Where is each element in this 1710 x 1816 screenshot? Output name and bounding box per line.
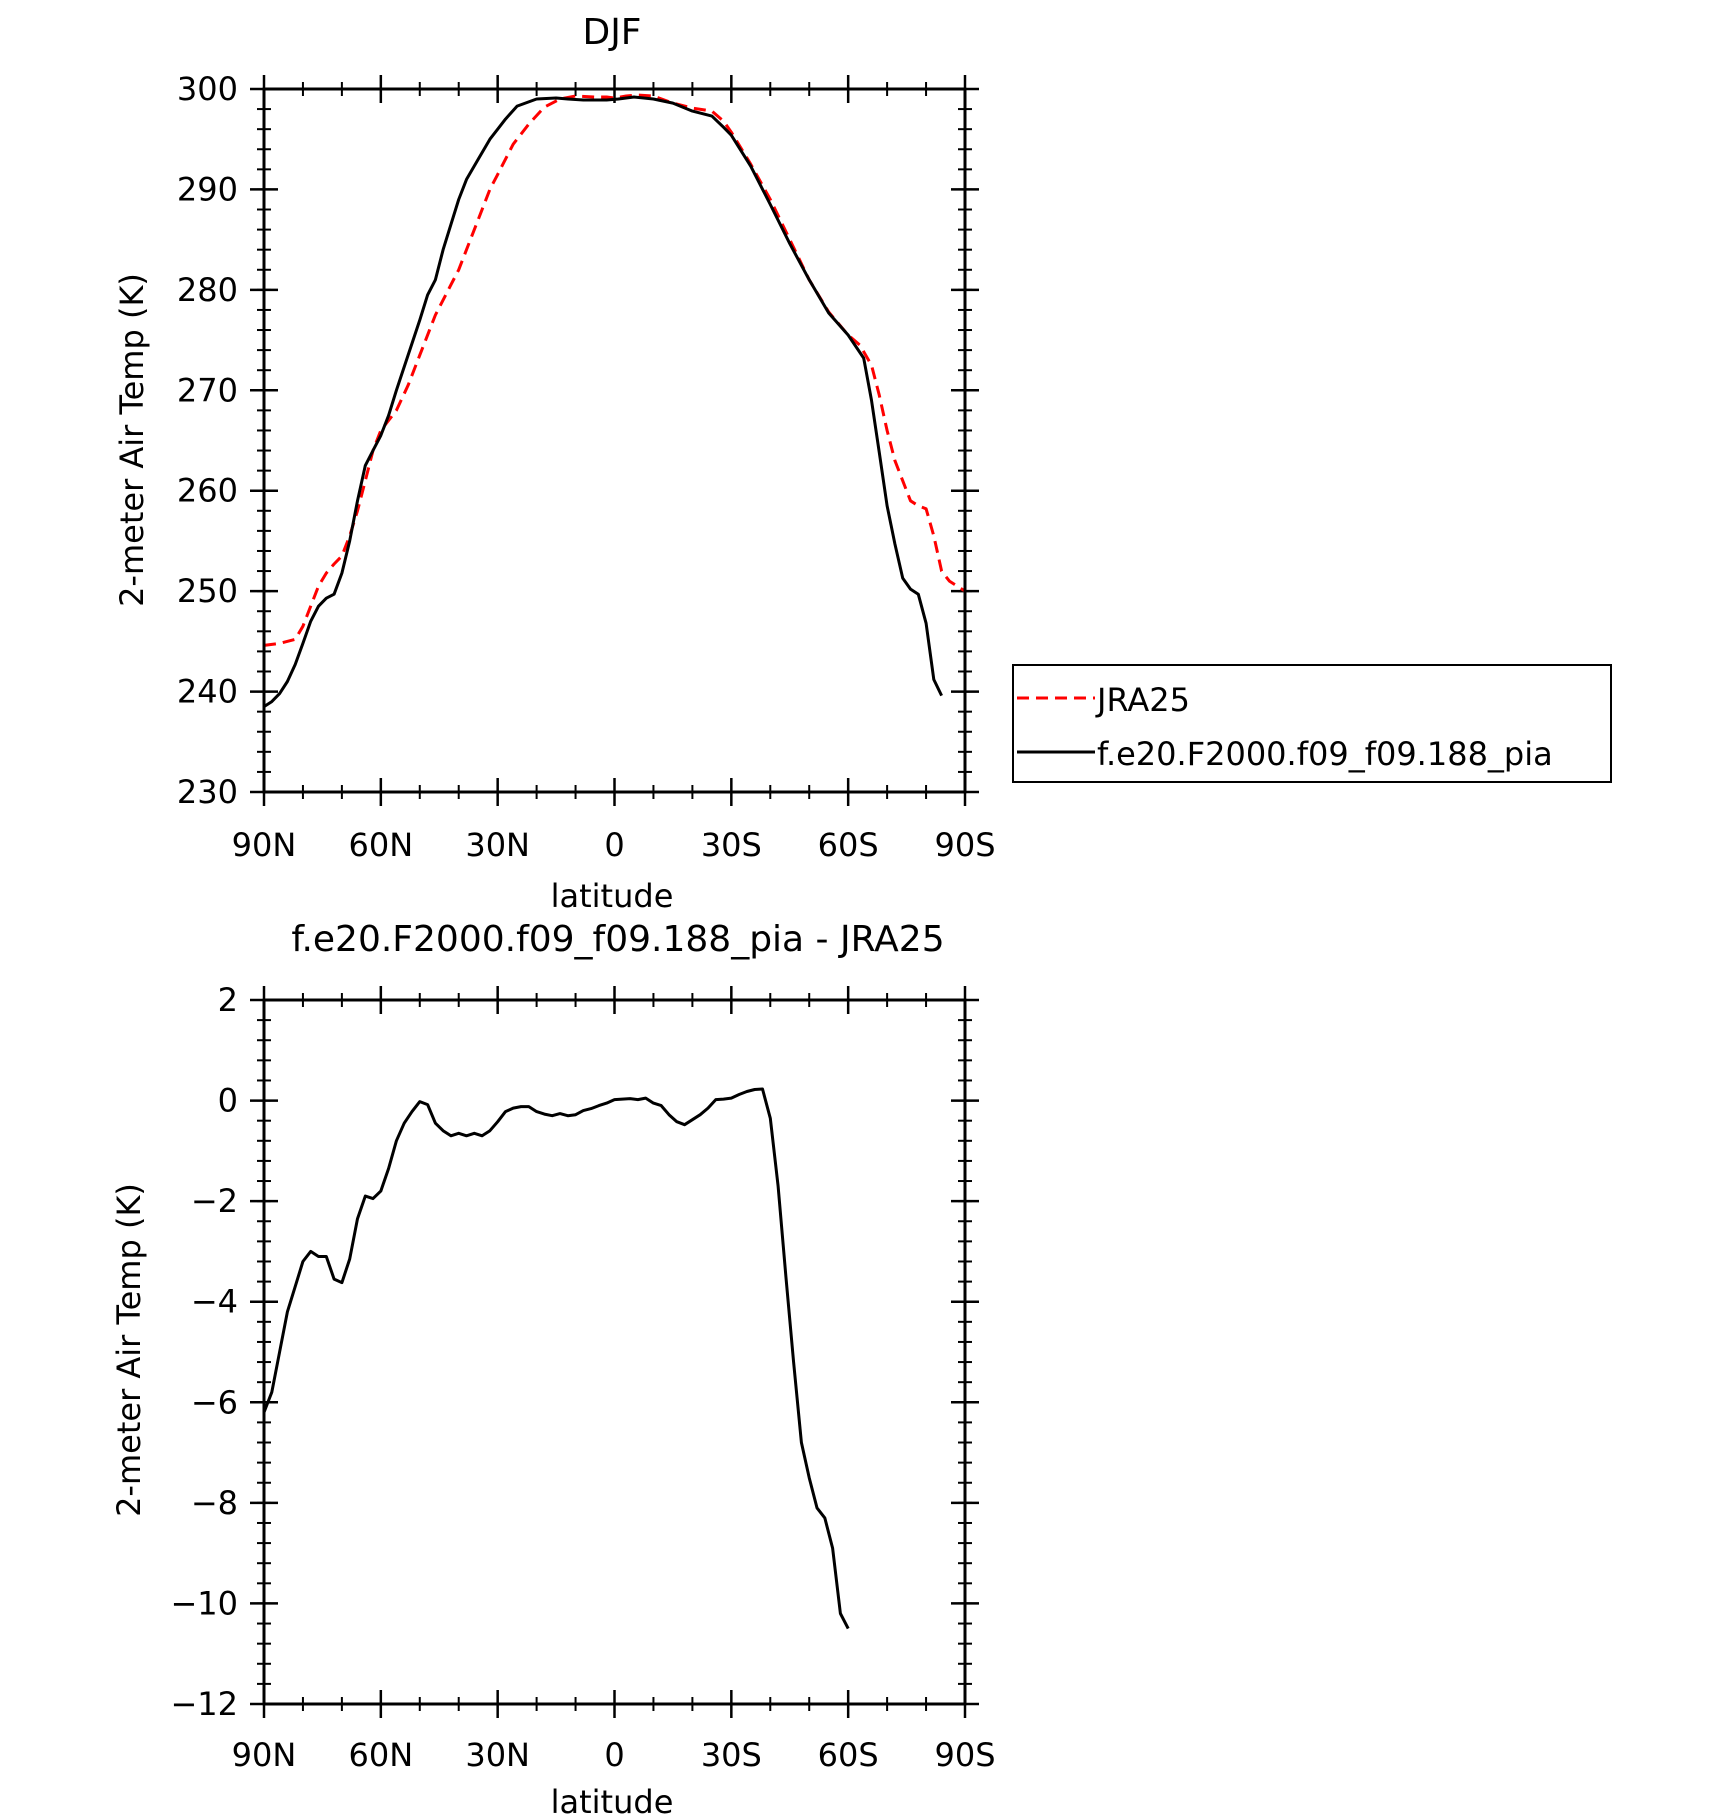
axis-ticks — [250, 75, 979, 806]
x-tick-label: 30N — [465, 1736, 530, 1774]
panel-title: DJF — [582, 12, 641, 53]
series-line-dashed — [263, 93, 966, 647]
series-lines — [263, 93, 966, 708]
y-axis-label: 2-meter Air Temp (K) — [110, 1183, 148, 1517]
panel-title: f.e20.F2000.f09_f09.188_pia - JRA25 — [291, 919, 944, 960]
difference-panel: f.e20.F2000.f09_f09.188_pia - JRA25 2-me… — [110, 919, 996, 1816]
y-tick-label: 230 — [177, 773, 238, 811]
y-tick-label: 250 — [177, 572, 238, 610]
x-tick-label: 90N — [232, 1736, 297, 1774]
x-tick-label: 90S — [934, 1736, 995, 1774]
y-tick-label: 270 — [177, 371, 238, 409]
y-tick-label: 0 — [218, 1082, 238, 1120]
series-lines — [262, 1087, 850, 1630]
y-tick-label: −2 — [191, 1182, 238, 1220]
y-tick-label: 240 — [177, 673, 238, 711]
legend-label-model: f.e20.F2000.f09_f09.188_pia — [1097, 735, 1553, 773]
x-tick-label: 30N — [465, 826, 530, 864]
legend: JRA25 f.e20.F2000.f09_f09.188_pia — [1012, 664, 1612, 783]
tick-labels: 90N 60N 30N 0 30S 60S 90S 2 0 −2 −4 −6 −8 −10 −12 — [170, 981, 995, 1774]
tick-labels: 90N 60N 30N 0 30S 60S 90S 300 290 280 270 260 250 240… — [177, 70, 996, 864]
x-tick-label: 30S — [701, 826, 762, 864]
y-tick-label: −12 — [170, 1685, 238, 1723]
x-axis-label: latitude — [551, 1783, 674, 1816]
series-line-solid — [262, 1087, 850, 1630]
y-tick-label: 2 — [218, 981, 238, 1019]
x-tick-label: 90N — [232, 826, 297, 864]
x-tick-label: 60N — [349, 826, 414, 864]
y-tick-label: 290 — [177, 170, 238, 208]
y-tick-label: 260 — [177, 472, 238, 510]
x-tick-label: 90S — [934, 826, 995, 864]
x-tick-label: 60S — [818, 826, 879, 864]
y-tick-label: −6 — [191, 1383, 238, 1421]
y-tick-label: −4 — [191, 1283, 238, 1321]
y-tick-label: 280 — [177, 271, 238, 309]
x-tick-label: 30S — [701, 1736, 762, 1774]
x-tick-label: 0 — [604, 826, 624, 864]
legend-label-jra25: JRA25 — [1095, 681, 1190, 719]
y-tick-label: −8 — [191, 1484, 238, 1522]
plot-frame — [262, 998, 967, 1706]
y-tick-label: 300 — [177, 70, 238, 108]
series-line-solid — [263, 95, 943, 708]
x-axis-label: latitude — [551, 877, 674, 915]
plot-frame — [262, 87, 967, 794]
x-tick-label: 60N — [349, 1736, 414, 1774]
x-tick-label: 60S — [818, 1736, 879, 1774]
y-axis-label: 2-meter Air Temp (K) — [113, 273, 151, 607]
temperature-panel: DJF 2-meter Air Temp (K) latitude 90N 60N… — [113, 12, 996, 915]
x-tick-label: 0 — [604, 1736, 624, 1774]
y-tick-label: −10 — [170, 1584, 238, 1622]
axis-ticks — [250, 986, 979, 1718]
legend-box — [1012, 664, 1612, 783]
